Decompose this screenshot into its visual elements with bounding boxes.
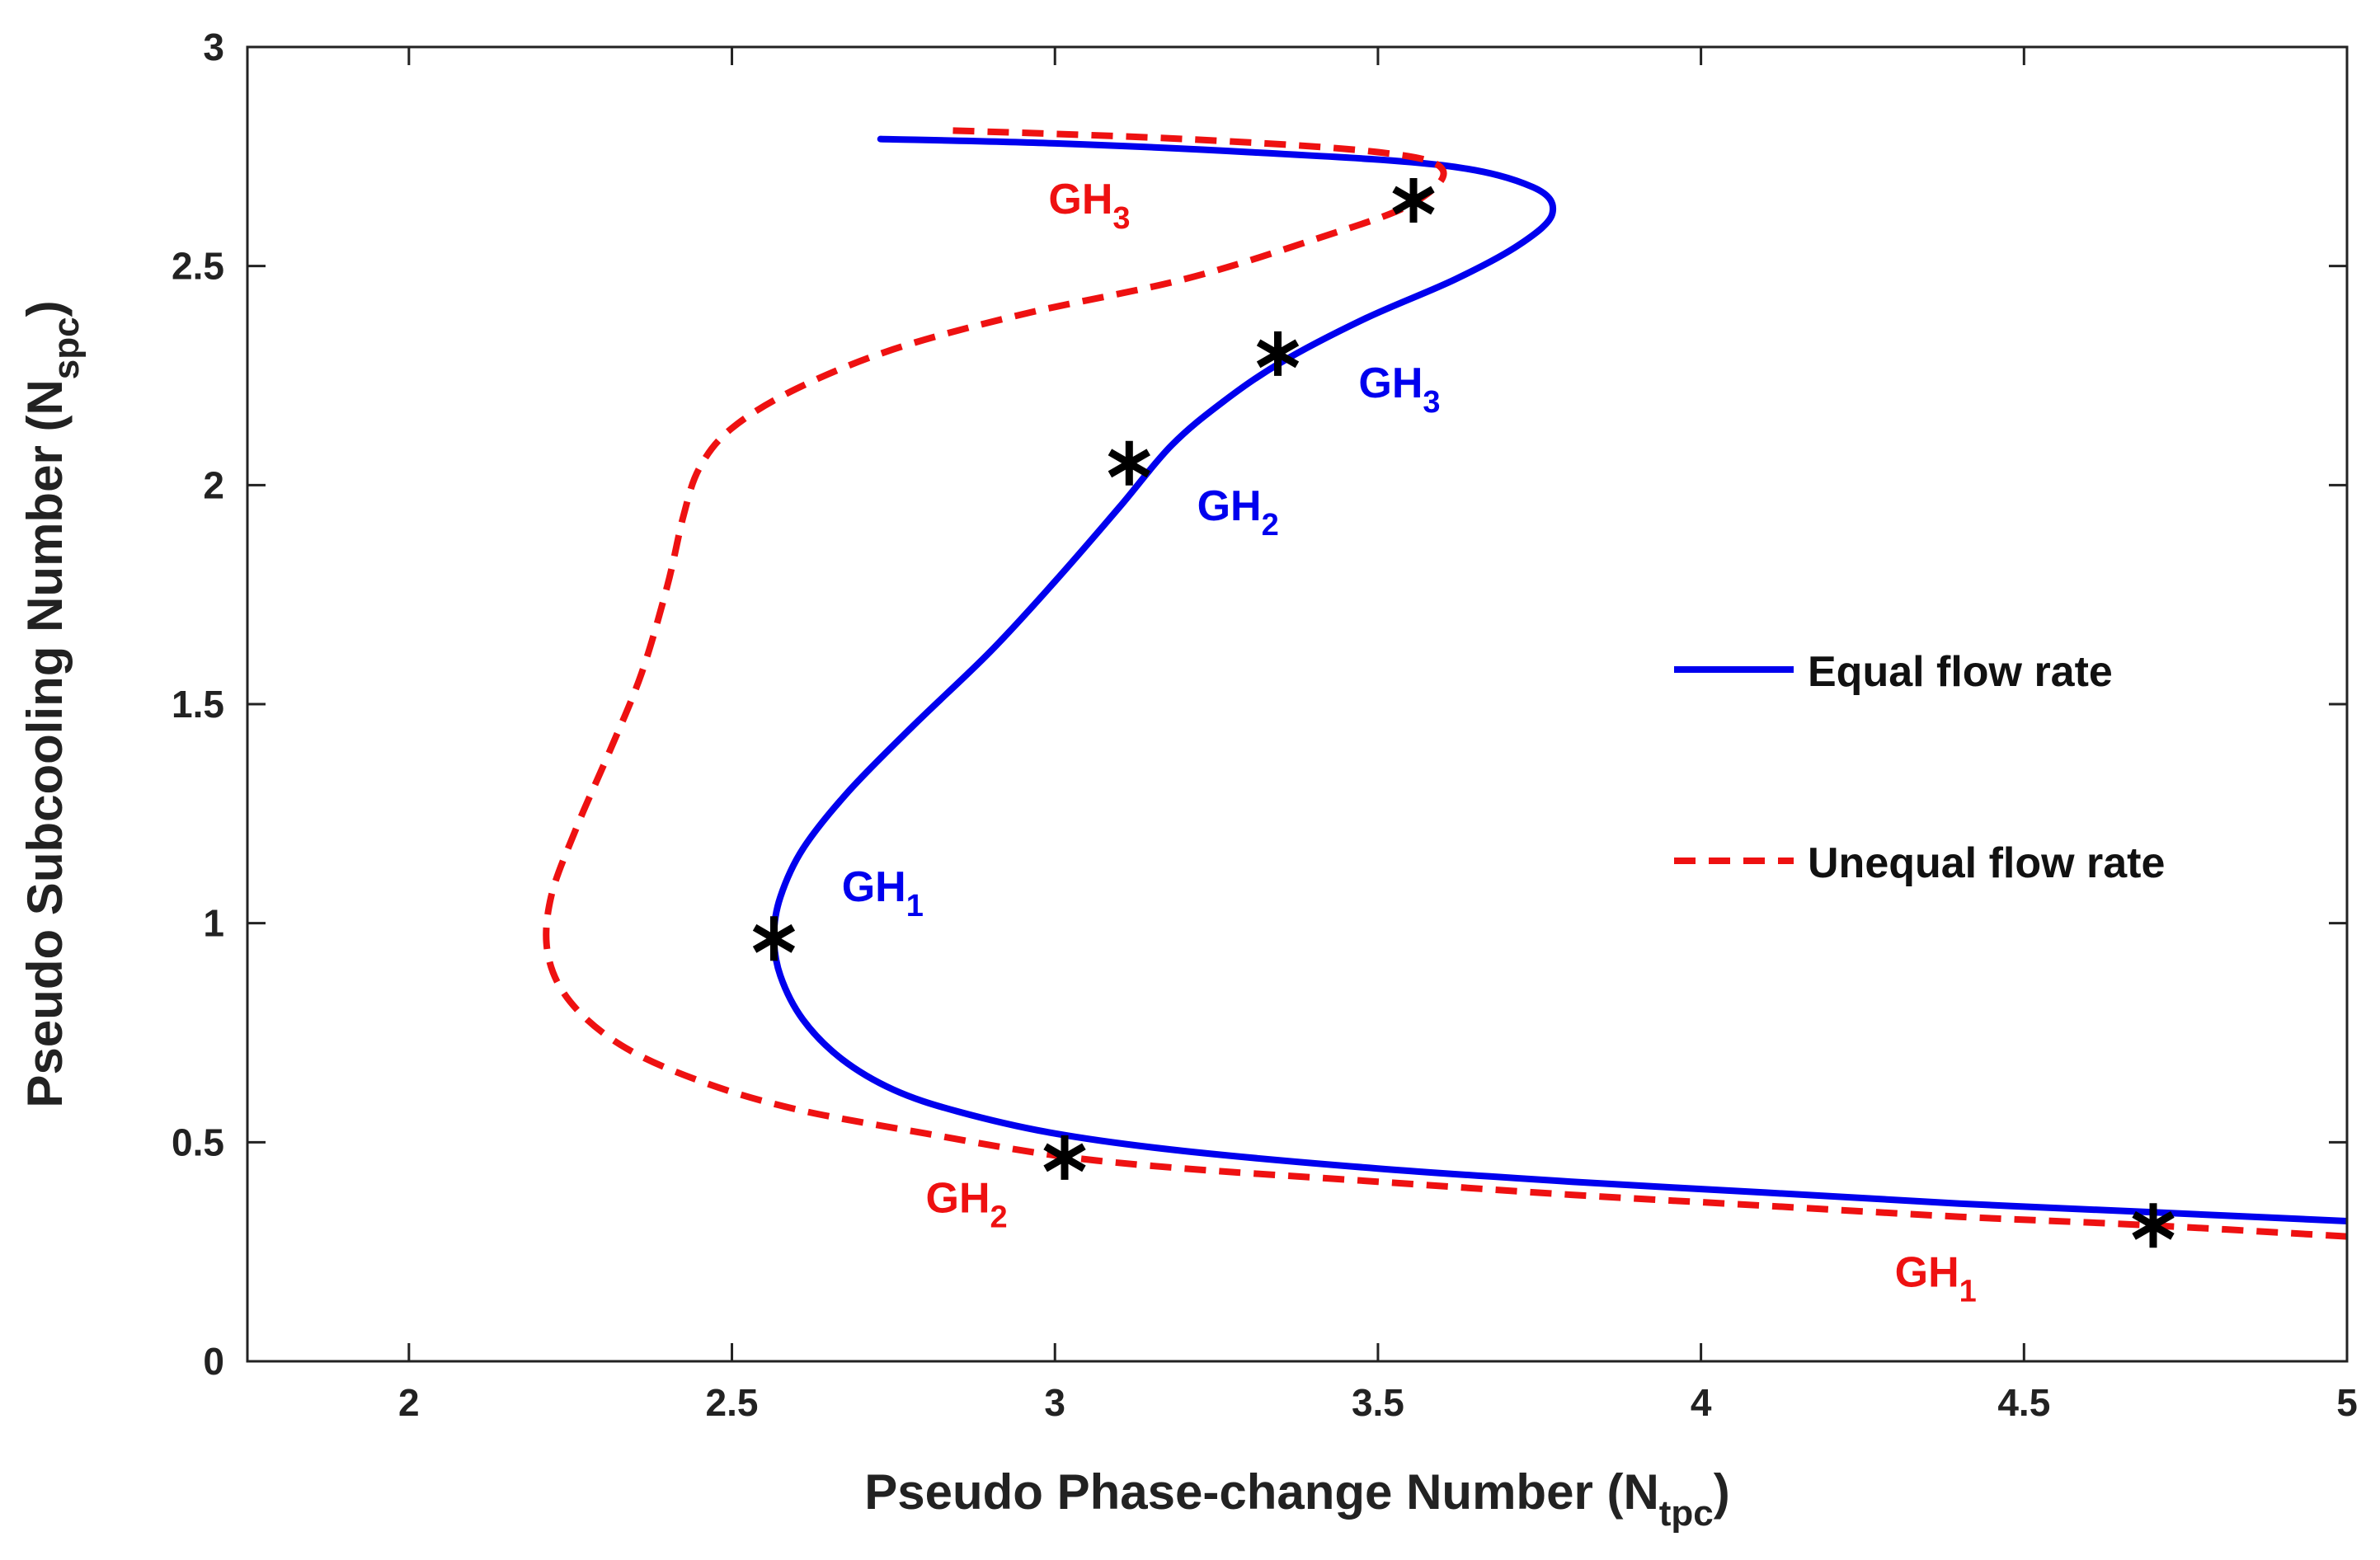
y-tick-label: 2.5: [172, 245, 224, 288]
y-tick-label: 3: [203, 26, 224, 68]
y-tick-label: 1.5: [172, 683, 224, 726]
x-tick-label: 5: [2336, 1381, 2358, 1424]
x-tick-label: 2: [398, 1381, 420, 1424]
curve-annotation-equal-flow-rate-3: GH3: [1358, 359, 1440, 420]
star-marker-equal-flow-rate-1: [752, 916, 796, 961]
x-tick-label: 3: [1044, 1381, 1065, 1424]
plot-background: [247, 47, 2347, 1361]
x-axis-label: Pseudo Phase-change Number (Ntpc): [864, 1464, 1730, 1534]
y-tick-label: 0: [203, 1340, 224, 1383]
axes: 2 2.5 3 3.5 4 4.5 5 0 0.5 1 1.5 2 2.5 3: [172, 26, 2358, 1424]
axis-labels: Pseudo Phase-change Number (Ntpc) Pseudo …: [17, 300, 1730, 1534]
y-tick-label: 0.5: [172, 1121, 224, 1163]
x-tick-label: 4.5: [1997, 1381, 2050, 1424]
curve-annotation-unequal-flow-rate-5: GH2: [926, 1174, 1008, 1234]
y-tick-label: 1: [203, 902, 224, 945]
x-tick-label: 4: [1691, 1381, 1712, 1424]
annotations: GH1 GH2 GH3 GH3 GH2 GH1: [842, 176, 1977, 1309]
star-marker-unequal-flow-rate-6: [2132, 1203, 2175, 1248]
y-tick-label: 2: [203, 463, 224, 506]
curve-annotation-unequal-flow-rate-4: GH3: [1048, 176, 1130, 236]
star-marker-equal-flow-rate-3: [1256, 331, 1300, 376]
x-tick-label: 3.5: [1352, 1381, 1404, 1424]
x-tick-label: 2.5: [706, 1381, 759, 1424]
curve-annotation-unequal-flow-rate-6: GH1: [1895, 1249, 1977, 1309]
curve-annotation-equal-flow-rate-2: GH2: [1197, 482, 1279, 543]
curves: [543, 127, 2347, 1240]
star-marker-unequal-flow-rate-5: [1043, 1135, 1086, 1180]
markers: [752, 178, 2175, 1248]
star-marker-equal-flow-rate-2: [1108, 440, 1150, 486]
legend-label-unequal-flow-rate: Unequal flow rate: [1808, 839, 2165, 887]
star-marker-unequal-flow-rate-4: [1392, 178, 1435, 223]
curve-annotation-equal-flow-rate-1: GH1: [842, 863, 924, 923]
series-line-equal-flow-rate: [770, 135, 2347, 1224]
legend: Equal flow rate Unequal flow rate: [1674, 648, 2165, 887]
legend-label-equal-flow-rate: Equal flow rate: [1808, 648, 2113, 696]
y-axis-label: Pseudo Subcooling Number (Nspc): [17, 300, 87, 1107]
